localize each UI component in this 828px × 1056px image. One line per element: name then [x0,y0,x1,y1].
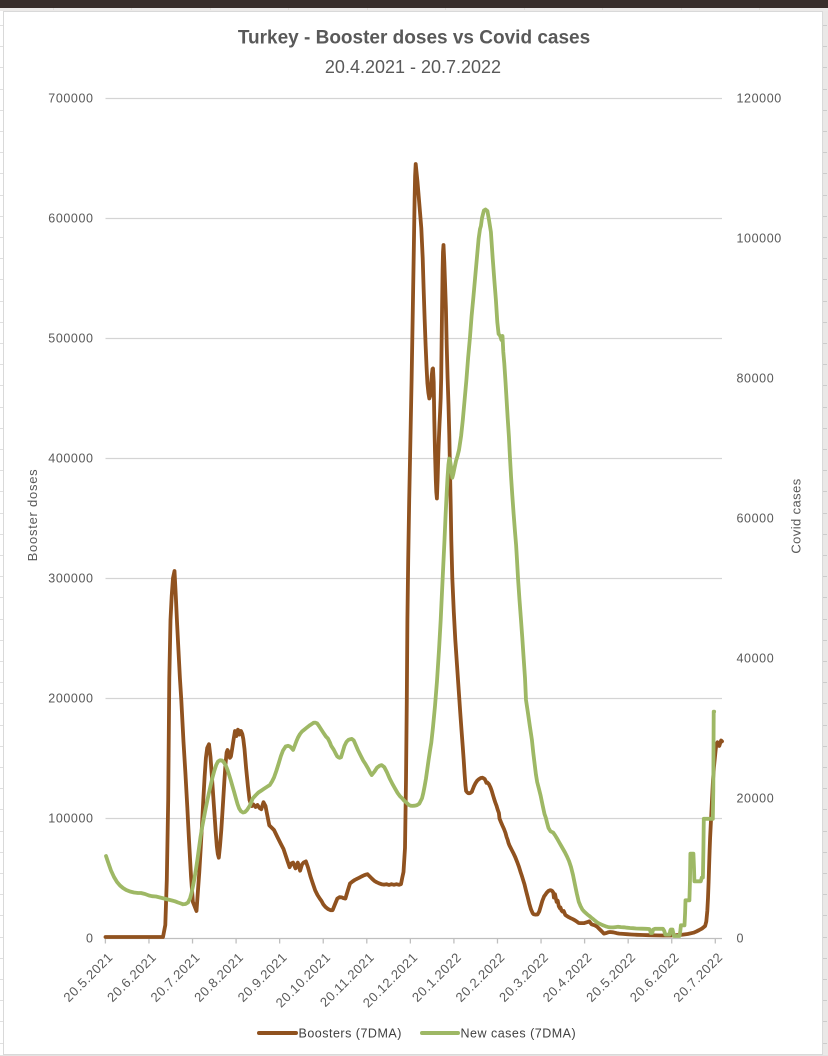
svg-text:Covid cases: Covid cases [789,478,804,553]
svg-text:60000: 60000 [737,512,775,526]
svg-text:300000: 300000 [48,572,93,586]
svg-text:80000: 80000 [737,372,775,386]
svg-text:New cases (7DMA): New cases (7DMA) [461,1027,577,1041]
svg-text:200000: 200000 [48,692,93,706]
svg-text:0: 0 [737,932,745,946]
svg-text:40000: 40000 [737,652,775,666]
svg-text:0: 0 [86,932,94,946]
svg-text:600000: 600000 [48,212,93,226]
svg-text:500000: 500000 [48,332,93,346]
svg-text:700000: 700000 [48,92,93,106]
svg-text:Booster doses: Booster doses [25,469,40,562]
svg-text:Boosters (7DMA): Boosters (7DMA) [299,1027,402,1041]
svg-text:20000: 20000 [737,792,775,806]
svg-text:Turkey - Booster doses vs Covi: Turkey - Booster doses vs Covid cases [238,28,590,49]
svg-text:100000: 100000 [737,232,782,246]
svg-text:20.4.2021 - 20.7.2022: 20.4.2021 - 20.7.2022 [325,57,501,77]
svg-text:100000: 100000 [48,812,93,826]
svg-text:120000: 120000 [737,92,782,106]
svg-text:400000: 400000 [48,452,93,466]
